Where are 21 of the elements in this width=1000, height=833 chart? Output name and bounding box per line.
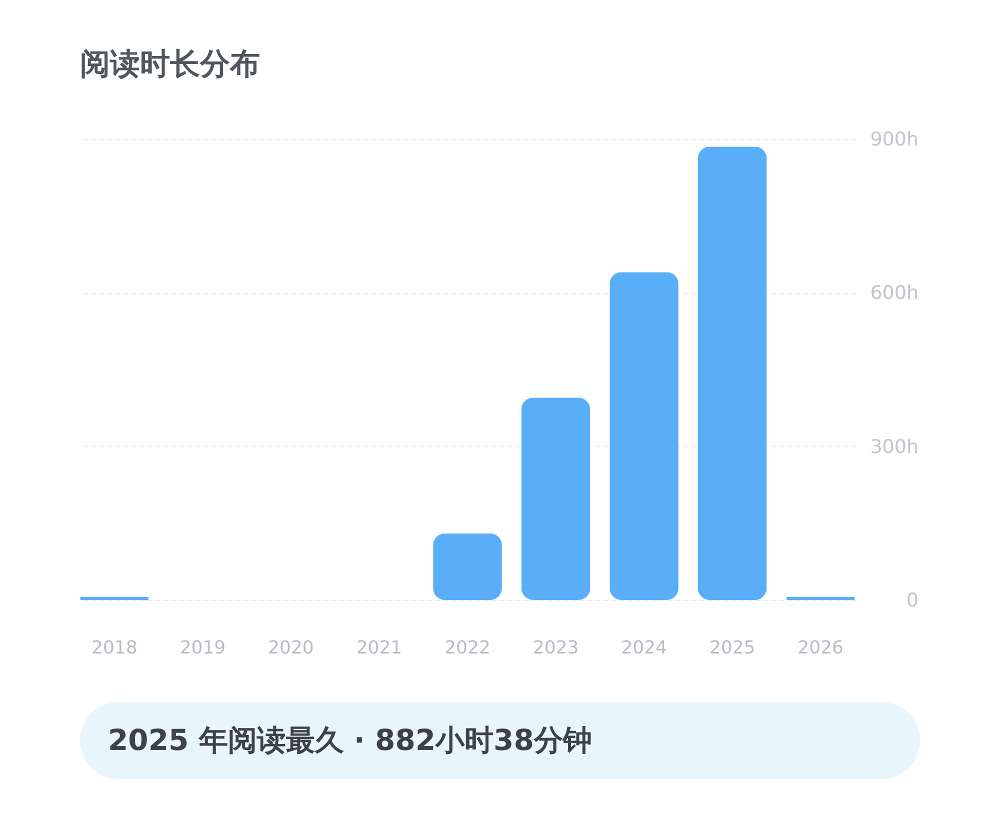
x-tick-label: 2018 [92, 638, 138, 658]
bar [433, 533, 502, 600]
bar [80, 596, 149, 600]
x-tick-label: 2025 [709, 638, 756, 658]
y-tick-label: 300h [870, 436, 918, 458]
text: 2025 年阅读最久 · 882小时38分钟 [108, 723, 592, 757]
x-tick-label: 2021 [356, 638, 402, 658]
x-tick-label: 2024 [621, 638, 667, 658]
y-tick-label: 900h [870, 128, 918, 150]
chart-title: 阅读时长分布 [80, 47, 260, 82]
x-tick-label: 2020 [268, 638, 314, 658]
x-tick-label: 2023 [532, 638, 579, 658]
bar [521, 398, 590, 600]
x-tick-label: 2026 [798, 638, 844, 658]
bar [698, 146, 767, 600]
bar [786, 596, 855, 600]
x-tick-label: 2022 [444, 638, 490, 658]
bar [610, 272, 678, 600]
x-tick-label: 2019 [180, 638, 226, 658]
y-tick-label: 0 [906, 590, 918, 612]
y-tick-label: 600h [870, 282, 918, 304]
